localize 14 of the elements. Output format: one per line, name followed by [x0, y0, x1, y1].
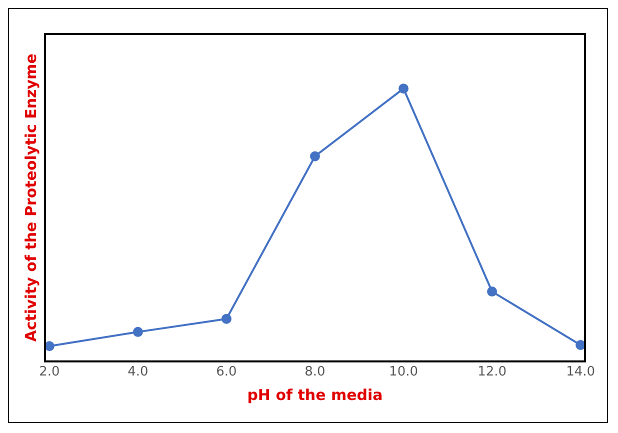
- point: [487, 286, 498, 297]
- point: [398, 84, 409, 94]
- x-tick-label: 8.0: [304, 364, 326, 380]
- x-tick-label: 6.0: [216, 364, 237, 380]
- point: [310, 151, 320, 162]
- point: [132, 326, 143, 337]
- y-axis-title: Activity of the Proteolytic Enzyme: [22, 54, 40, 342]
- x-tick-label: 2.0: [39, 364, 60, 380]
- x-tick-label: 4.0: [128, 364, 148, 380]
- x-axis-title: pH of the media: [247, 386, 383, 404]
- x-tick-label: 12.0: [478, 364, 507, 380]
- point: [221, 314, 232, 324]
- x-tick-label: 14.0: [566, 364, 596, 380]
- x-tick-label: 10.0: [389, 364, 418, 380]
